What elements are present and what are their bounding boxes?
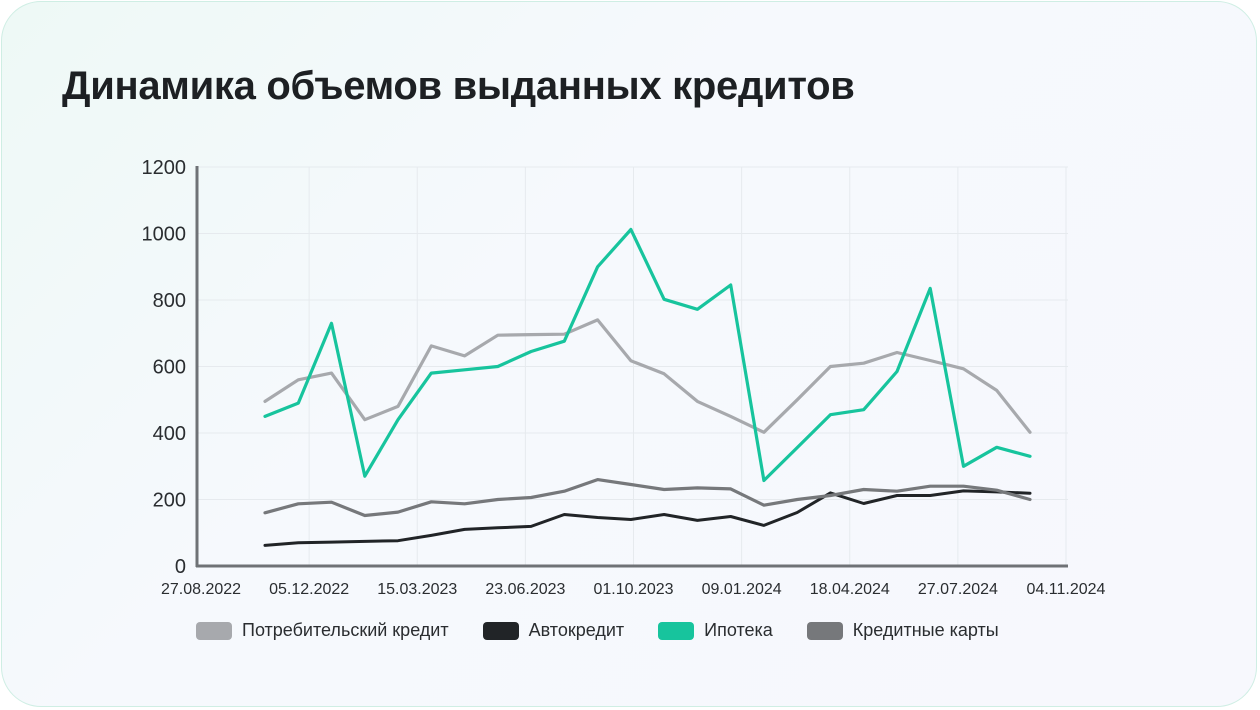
legend-swatch — [658, 621, 695, 640]
legend-swatch — [482, 621, 519, 640]
legend-label: Потребительский кредит — [242, 620, 449, 640]
y-tick-label: 1000 — [142, 224, 187, 246]
y-tick-label: 1200 — [142, 157, 187, 179]
chart-legend: Потребительский кредит Автокредит Ипотека К… — [196, 620, 999, 641]
x-tick-label: 27.07.2024 — [918, 581, 998, 598]
legend-swatch — [806, 621, 843, 640]
x-tick-label: 18.04.2024 — [810, 581, 890, 598]
legend-label: Автокредит — [528, 620, 625, 640]
y-tick-label: 800 — [153, 290, 186, 312]
x-tick-label: 09.01.2024 — [702, 581, 782, 598]
x-tick-label: 27.08.2022 — [161, 581, 241, 598]
legend-label: Кредитные карты — [852, 620, 999, 640]
series-line-1 — [263, 318, 1032, 434]
series-line-4 — [263, 478, 1032, 518]
x-tick-label: 01.10.2023 — [593, 581, 673, 598]
series-line-2 — [263, 489, 1032, 547]
x-tick-label: 05.12.2022 — [269, 581, 349, 598]
y-tick-label: 0 — [175, 556, 186, 578]
y-tick-label: 400 — [153, 423, 186, 445]
chart-title: Динамика объемов выданных кредитов — [62, 64, 855, 108]
legend-item: Потребительский кредит — [196, 620, 449, 641]
legend-item: Автокредит — [482, 620, 625, 641]
series-line-3 — [263, 227, 1032, 483]
legend-swatch — [196, 621, 232, 640]
legend-item: Кредитные карты — [806, 620, 999, 641]
x-tick-label: 04.11.2024 — [1027, 581, 1106, 598]
x-tick-label: 23.06.2023 — [485, 581, 565, 598]
y-tick-label: 600 — [153, 357, 186, 379]
x-tick-label: 15.03.2023 — [377, 581, 457, 598]
legend-label: Ипотека — [704, 620, 773, 640]
y-tick-label: 200 — [153, 490, 186, 512]
legend-item: Ипотека — [658, 620, 773, 641]
